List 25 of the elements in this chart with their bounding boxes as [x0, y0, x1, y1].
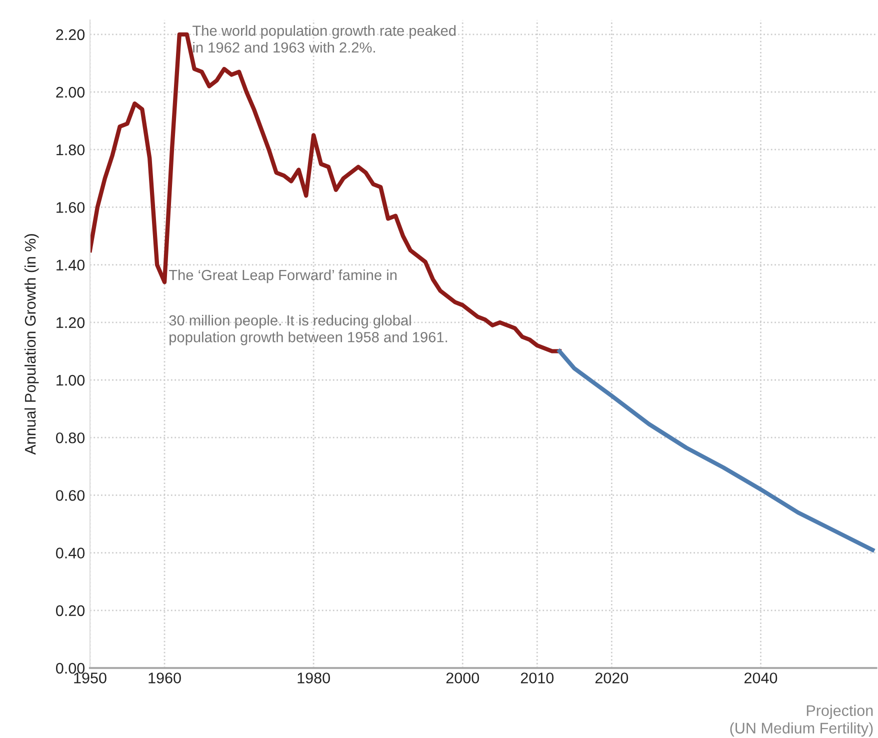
text: Projection (UN Medium Fertility) [730, 704, 873, 737]
x-tick-label: 2010 [520, 672, 554, 684]
y-tick-label: 1.40 [56, 260, 85, 270]
y-tick-label: 0.40 [56, 548, 85, 558]
y-tick-label: 1.60 [56, 202, 85, 213]
x-tick-label: 1960 [148, 672, 181, 684]
y-axis-title: Annual Population Growth (in %) [24, 234, 39, 455]
x-tick-label: 2040 [744, 672, 778, 684]
x-tick-label: 1950 [74, 672, 106, 684]
y-tick-label: 0.00 [56, 662, 85, 674]
annotation: 30 million people. It is reducing global population growth between 1958 and 1961. [169, 314, 448, 346]
x-tick-label: 2020 [595, 672, 628, 684]
y-tick-label: 2.20 [56, 29, 85, 40]
annotation: The world population growth rate peaked in 1962 and 1963 with 2.2%. [192, 25, 456, 53]
x-tick-label: 1980 [298, 672, 330, 684]
annotation: The ‘Great Leap Forward’ famine in [168, 269, 397, 284]
x-tick-label: 2000 [446, 672, 480, 684]
line-series [557, 349, 875, 552]
y-tick-label: 0.20 [56, 605, 85, 616]
y-tick-label: 2.00 [56, 86, 85, 98]
y-tick-label: 0.80 [56, 432, 85, 444]
y-tick-label: 1.20 [56, 317, 85, 328]
y-tick-label: 0.60 [56, 490, 85, 501]
y-tick-label: 1.00 [56, 374, 85, 386]
y-tick-label: 1.80 [56, 144, 85, 156]
